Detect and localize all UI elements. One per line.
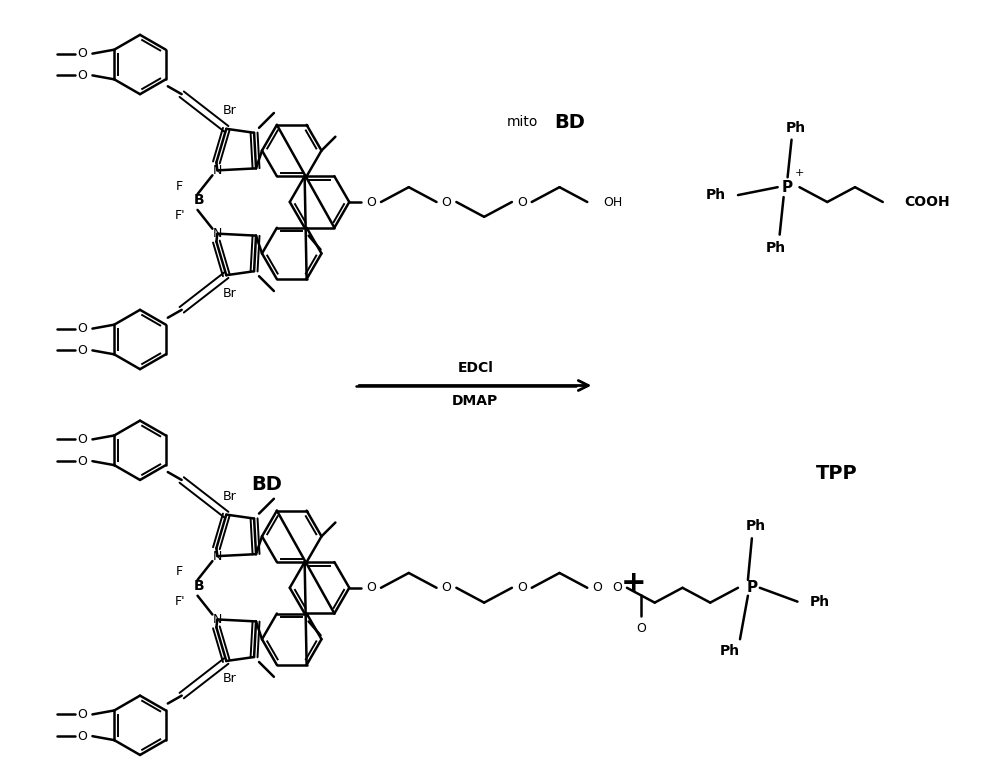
Text: O: O — [592, 581, 602, 594]
Text: O: O — [636, 622, 646, 635]
Text: N: N — [213, 164, 222, 177]
Text: O: O — [442, 196, 451, 208]
Text: BD: BD — [252, 475, 282, 494]
Text: F': F' — [174, 595, 185, 608]
Text: F: F — [176, 180, 183, 193]
Text: N: N — [213, 227, 222, 240]
Text: N: N — [213, 550, 222, 563]
Text: F: F — [176, 565, 183, 578]
Text: B: B — [194, 579, 205, 593]
Text: +: + — [795, 168, 804, 178]
Text: O: O — [78, 322, 87, 335]
Text: Br: Br — [222, 105, 236, 117]
Text: B: B — [194, 193, 205, 207]
Text: O: O — [78, 708, 87, 721]
Text: OH: OH — [603, 196, 622, 208]
Text: Br: Br — [222, 287, 236, 299]
Text: Ph: Ph — [720, 644, 740, 658]
Text: Br: Br — [222, 672, 236, 685]
Text: COOH: COOH — [905, 195, 950, 209]
Text: P: P — [782, 180, 793, 194]
Text: Ph: Ph — [785, 121, 806, 135]
Text: O: O — [78, 47, 87, 60]
Text: O: O — [78, 455, 87, 468]
Text: +: + — [621, 569, 647, 598]
Text: O: O — [517, 581, 527, 594]
Text: O: O — [442, 581, 451, 594]
Text: DMAP: DMAP — [452, 394, 498, 409]
Text: O: O — [612, 581, 622, 594]
Text: O: O — [78, 729, 87, 742]
Text: EDCl: EDCl — [457, 361, 493, 375]
Text: Br: Br — [222, 490, 236, 503]
Text: O: O — [78, 433, 87, 446]
Text: Ph: Ph — [766, 241, 786, 255]
Text: mito: mito — [506, 116, 538, 130]
Text: Ph: Ph — [706, 188, 726, 202]
Text: Ph: Ph — [809, 594, 830, 608]
Text: BD: BD — [554, 113, 585, 132]
Text: O: O — [517, 196, 527, 208]
Text: O: O — [366, 196, 376, 208]
Text: TPP: TPP — [816, 463, 858, 483]
Text: O: O — [78, 69, 87, 82]
Text: F': F' — [174, 210, 185, 222]
Text: P: P — [746, 581, 757, 595]
Text: O: O — [366, 581, 376, 594]
Text: Ph: Ph — [746, 520, 766, 534]
Text: O: O — [78, 344, 87, 357]
Text: N: N — [213, 613, 222, 626]
